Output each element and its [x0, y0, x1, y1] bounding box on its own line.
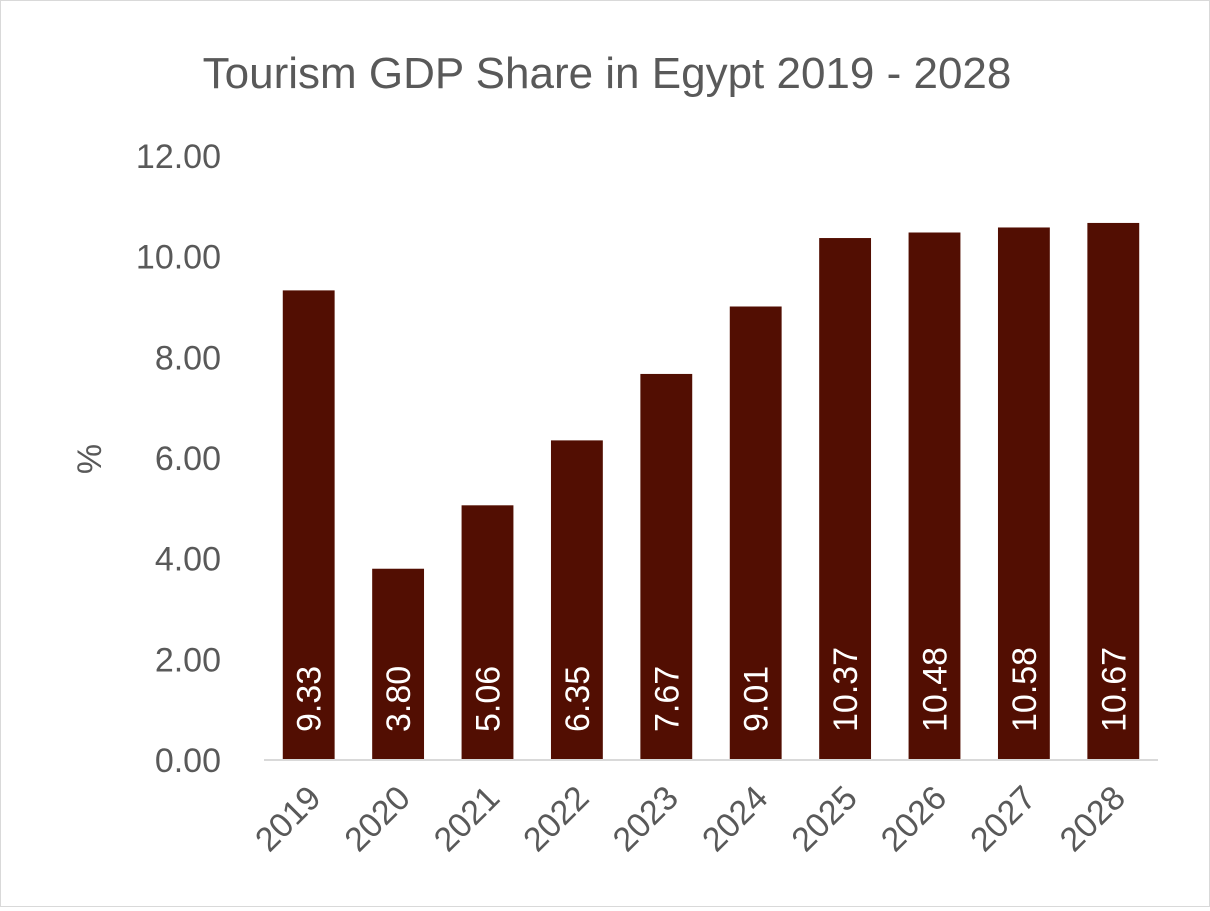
x-tick-label: 2024 — [695, 779, 775, 859]
x-tick-label: 2019 — [248, 779, 328, 859]
data-label: 9.33 — [291, 666, 329, 732]
x-tick-label: 2023 — [606, 779, 686, 859]
bar — [640, 373, 693, 760]
bar — [461, 505, 514, 760]
bar — [1087, 222, 1140, 760]
data-label: 10.67 — [1095, 647, 1133, 732]
x-tick-label: 2020 — [337, 779, 417, 859]
y-tick-label: 10.00 — [136, 239, 221, 277]
y-axis-label: % — [71, 444, 109, 474]
data-labels: 9.33 3.80 5.06 6.35 7.67 9.01 10.37 10.48 10.58 1… — [291, 647, 1134, 732]
data-label: 9.01 — [738, 666, 776, 732]
data-label: 10.48 — [917, 647, 955, 732]
bar — [908, 232, 961, 761]
y-tick-label: 12.00 — [136, 138, 221, 176]
x-tick-label: 2025 — [784, 779, 864, 859]
bar — [282, 290, 335, 760]
y-tick-label: 4.00 — [155, 541, 221, 579]
bar — [372, 568, 425, 760]
x-tick-label: 2021 — [427, 779, 507, 859]
x-tick-label: 2022 — [516, 779, 596, 859]
x-tick-label: 2028 — [1053, 779, 1133, 859]
bar — [729, 306, 782, 760]
x-tick-label: 2027 — [963, 779, 1043, 859]
data-label: 10.58 — [1006, 647, 1044, 732]
x-tick-label: 2026 — [874, 779, 954, 859]
bar — [550, 440, 603, 760]
data-label: 6.35 — [559, 666, 597, 732]
data-label: 7.67 — [648, 666, 686, 732]
data-label: 10.37 — [827, 647, 865, 732]
bar — [819, 238, 872, 760]
data-label: 3.80 — [380, 666, 418, 732]
y-axis-ticks: 0.00 2.00 4.00 6.00 8.00 10.00 12.00 — [136, 138, 221, 780]
x-axis-ticks: 2019 2020 2021 2022 2023 2024 2025 2026 2027 2028 — [248, 779, 1133, 859]
y-tick-label: 6.00 — [155, 440, 221, 478]
data-label: 5.06 — [470, 666, 508, 732]
chart-title: Tourism GDP Share in Egypt 2019 - 2028 — [203, 49, 1012, 98]
y-tick-label: 2.00 — [155, 641, 221, 679]
y-tick-label: 8.00 — [155, 339, 221, 377]
bar — [997, 227, 1050, 760]
y-tick-label: 0.00 — [155, 742, 221, 780]
bars — [282, 222, 1140, 761]
